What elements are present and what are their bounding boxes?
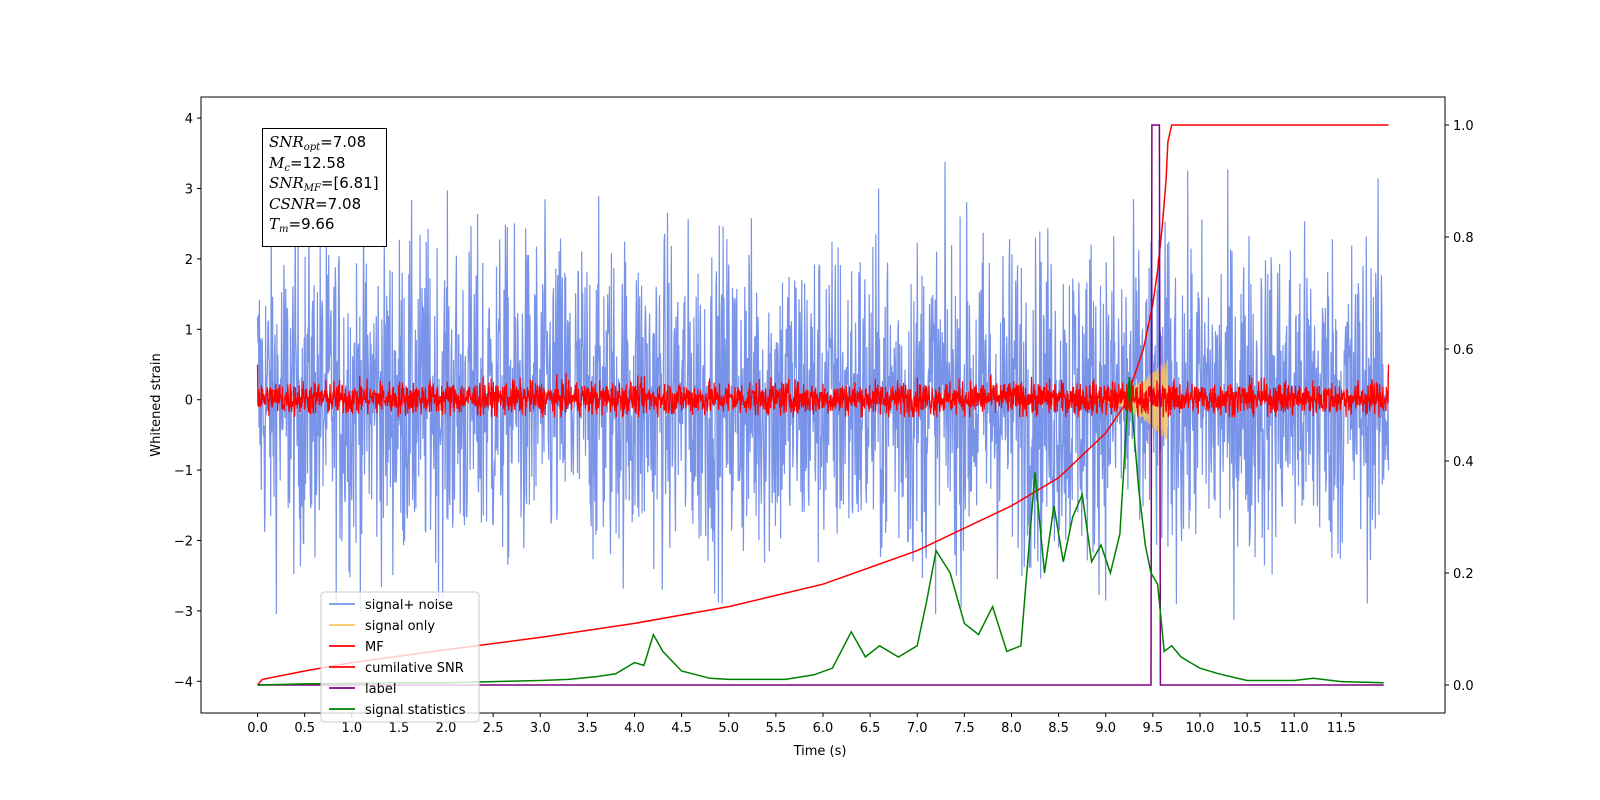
legend-entry-label: signal only <box>365 619 435 634</box>
x-axis-label: Time (s) <box>793 744 847 759</box>
y-tick-label: 1 <box>185 323 193 338</box>
x-tick-label: 7.0 <box>907 721 928 736</box>
legend-entry-label: signal+ noise <box>365 598 453 613</box>
y-tick-label: 4 <box>185 112 193 127</box>
x-tick-label: 11.5 <box>1327 721 1356 736</box>
y-axis-label: Whitened strain <box>149 353 164 456</box>
x-tick-label: 2.5 <box>483 721 504 736</box>
y-right-tick-label: 1.0 <box>1453 119 1474 134</box>
x-tick-label: 6.5 <box>860 721 881 736</box>
legend-box <box>320 591 480 723</box>
snr-annotation-box: SNRopt=7.08 Mc=12.58 SNRMF=[6.81] CSNR=7… <box>262 128 387 247</box>
x-tick-label: 9.5 <box>1143 721 1164 736</box>
annotation-mc: Mc=12.58 <box>269 153 346 174</box>
x-tick-label: 3.0 <box>530 721 551 736</box>
annotation-snr-opt: SNRopt=7.08 <box>269 133 367 153</box>
series-label-line <box>257 124 1384 686</box>
y-right-tick-label: 0.6 <box>1453 343 1474 358</box>
legend-entry-label: label <box>365 682 396 697</box>
y-tick-label: 0 <box>185 394 193 409</box>
x-tick-label: 9.0 <box>1095 721 1116 736</box>
y-tick-label: −2 <box>174 535 193 550</box>
series-signal-statistics-line <box>257 376 1384 686</box>
annotation-tm: Tm=9.66 <box>269 215 335 235</box>
x-tick-label: 1.0 <box>341 721 362 736</box>
x-tick-label: 7.5 <box>954 721 975 736</box>
annotation-snr-mf: SNRMF=[6.81] <box>269 174 379 194</box>
x-tick-label: 5.5 <box>766 721 787 736</box>
x-tick-label: 0.0 <box>247 721 268 736</box>
legend-entry-label: signal statistics <box>365 703 466 718</box>
y-right-tick-label: 0.0 <box>1453 679 1474 694</box>
annotation-csnr: CSNR=7.08 <box>269 194 362 213</box>
legend-entry-label: cumilative SNR <box>365 661 464 676</box>
series-mf-line <box>256 364 1390 418</box>
y-tick-label: −4 <box>174 675 193 690</box>
x-tick-label: 1.5 <box>389 721 410 736</box>
legend-entry-label: MF <box>365 640 384 655</box>
legend: signal+ noise signal only MF cumilative SNR… <box>320 591 480 723</box>
x-tick-label: 2.0 <box>436 721 457 736</box>
y-tick-label: 2 <box>185 253 193 268</box>
y-tick-label: 3 <box>185 183 193 198</box>
x-tick-label: 5.0 <box>718 721 739 736</box>
x-tick-label: 4.5 <box>671 721 692 736</box>
y-right-tick-label: 0.4 <box>1453 455 1474 470</box>
x-tick-label: 8.5 <box>1048 721 1069 736</box>
x-tick-label: 8.0 <box>1001 721 1022 736</box>
y-right-tick-label: 0.2 <box>1453 567 1474 582</box>
x-tick-label: 6.0 <box>813 721 834 736</box>
x-tick-label: 0.5 <box>294 721 315 736</box>
x-tick-label: 4.0 <box>624 721 645 736</box>
y-tick-label: −3 <box>174 605 193 620</box>
x-tick-label: 3.5 <box>577 721 598 736</box>
x-tick-label: 10.0 <box>1185 721 1214 736</box>
y-tick-label: −1 <box>174 464 193 479</box>
y-right-tick-label: 0.8 <box>1453 231 1474 246</box>
x-tick-label: 10.5 <box>1233 721 1262 736</box>
x-tick-label: 11.0 <box>1280 721 1309 736</box>
